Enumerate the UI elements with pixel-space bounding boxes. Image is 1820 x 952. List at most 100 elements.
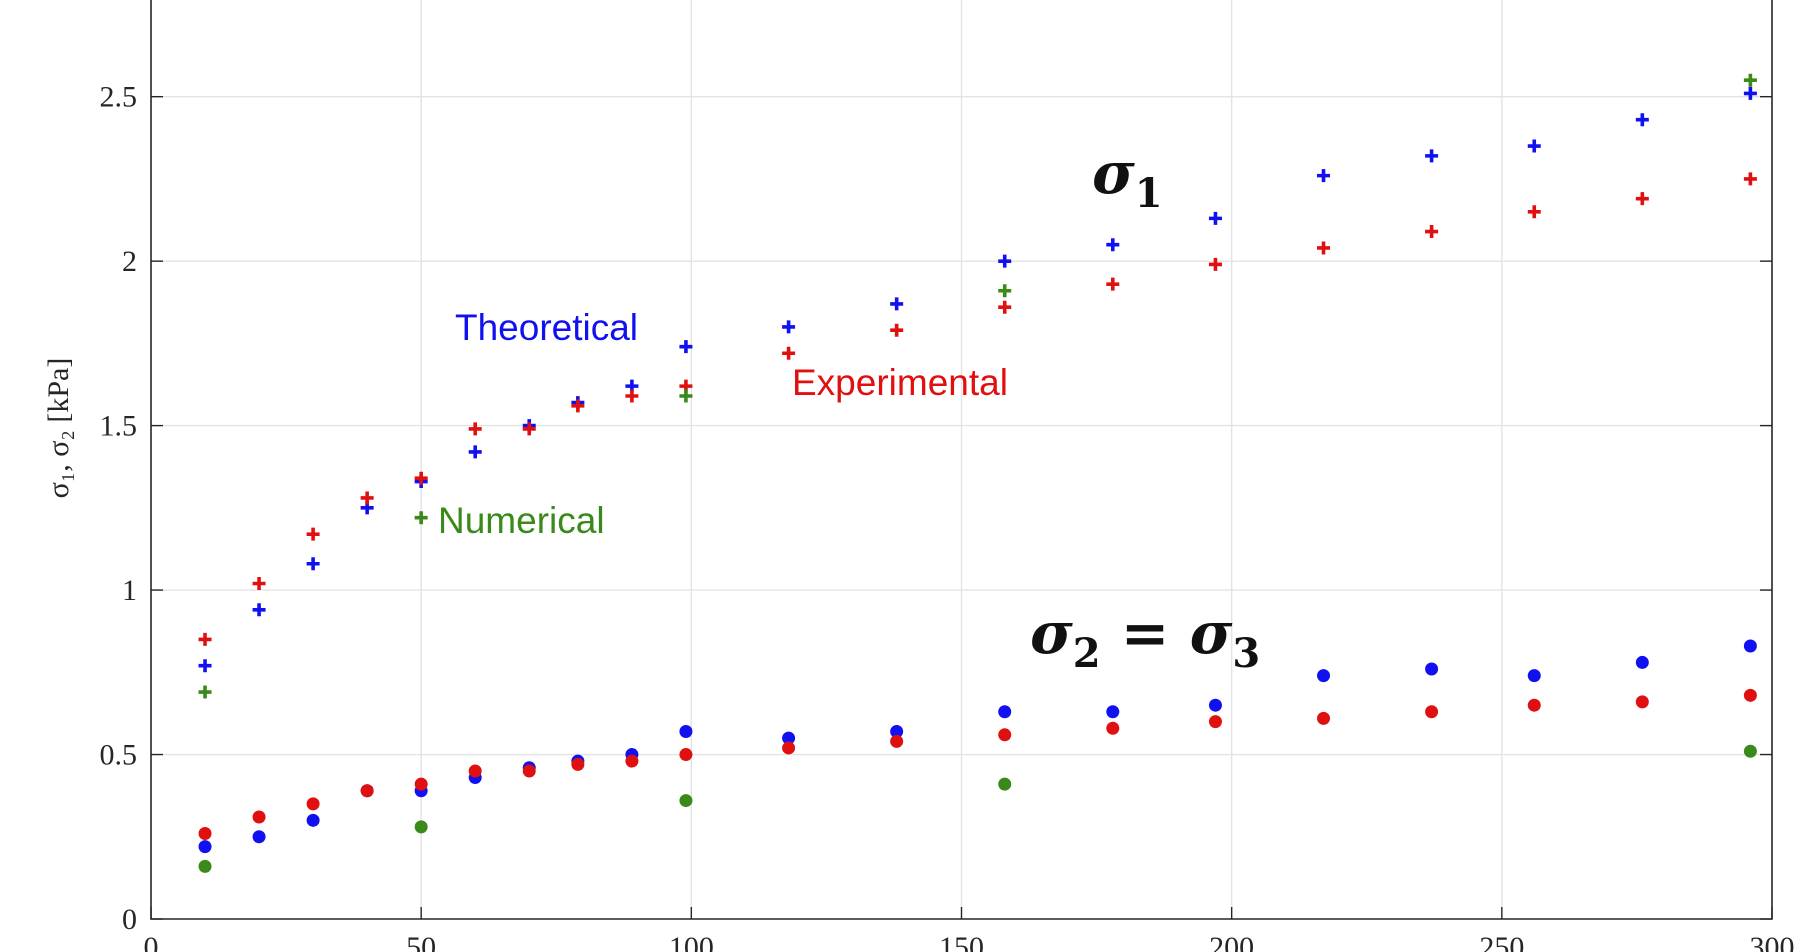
data-point xyxy=(1425,225,1439,239)
y-tick-label: 1 xyxy=(122,574,137,607)
data-point xyxy=(1743,86,1757,100)
numerical-label: Numerical xyxy=(438,500,605,541)
data-point xyxy=(782,741,796,755)
data-point xyxy=(1743,688,1757,702)
series-group xyxy=(198,172,1757,646)
data-point xyxy=(414,777,428,791)
data-point xyxy=(1635,695,1649,709)
data-point xyxy=(679,340,693,354)
data-point xyxy=(1743,744,1757,758)
data-point xyxy=(998,705,1012,719)
data-point xyxy=(1743,73,1757,87)
data-point xyxy=(306,813,320,827)
data-point xyxy=(679,725,693,739)
series-group xyxy=(198,639,1757,854)
data-point xyxy=(198,659,212,673)
data-points xyxy=(198,73,1757,873)
data-point xyxy=(252,830,266,844)
y-tick-label: 2.5 xyxy=(100,81,138,114)
data-point xyxy=(468,422,482,436)
sigma3-symbol: σ xyxy=(1190,599,1233,667)
data-point xyxy=(1106,277,1120,291)
data-point xyxy=(1743,172,1757,186)
data-point xyxy=(1208,715,1222,729)
data-point xyxy=(468,445,482,459)
data-point xyxy=(306,797,320,811)
data-point xyxy=(782,320,796,334)
x-tick-label: 250 xyxy=(1479,931,1524,952)
data-point xyxy=(414,511,428,525)
series-group xyxy=(198,86,1757,673)
data-point xyxy=(1317,169,1331,183)
data-point xyxy=(890,323,904,337)
sigma2-symbol: σ xyxy=(1030,599,1073,667)
data-point xyxy=(1208,257,1222,271)
data-point xyxy=(1106,721,1120,735)
data-point xyxy=(1208,698,1222,712)
data-point xyxy=(679,794,693,808)
x-tick-label: 200 xyxy=(1209,931,1254,952)
data-point xyxy=(1208,211,1222,225)
data-point xyxy=(1527,205,1541,219)
data-point xyxy=(1317,711,1331,725)
data-point xyxy=(625,754,639,768)
experimental-label: Experimental xyxy=(792,362,1008,403)
data-point xyxy=(782,346,796,360)
data-point xyxy=(890,734,904,748)
data-point xyxy=(1106,238,1120,252)
data-point xyxy=(252,603,266,617)
data-point xyxy=(1527,139,1541,153)
axes-box xyxy=(150,0,1773,920)
data-point xyxy=(998,728,1012,742)
data-point xyxy=(198,632,212,646)
data-point xyxy=(998,777,1012,791)
y-tick-label: 0 xyxy=(122,903,137,936)
series-group xyxy=(198,688,1757,840)
data-point xyxy=(571,757,585,771)
sigma1-symbol: σ xyxy=(1092,139,1135,207)
data-point xyxy=(1425,705,1439,719)
data-point xyxy=(252,810,266,824)
data-point xyxy=(782,731,796,745)
data-point xyxy=(998,254,1012,268)
sigma2-subscript: 2 xyxy=(1073,630,1101,677)
data-point xyxy=(679,389,693,403)
sigma1-annotation: σ1 xyxy=(1092,139,1163,217)
data-point xyxy=(625,389,639,403)
y-axis-label: σ₁, σ₂ [kPa] xyxy=(42,358,75,499)
data-point xyxy=(360,491,374,505)
data-point xyxy=(1743,639,1757,653)
data-point xyxy=(1527,698,1541,712)
data-point xyxy=(1635,192,1649,206)
data-point xyxy=(198,859,212,873)
x-tick-label: 300 xyxy=(1750,931,1795,952)
data-point xyxy=(1425,149,1439,163)
theoretical-label: Theoretical xyxy=(455,307,638,348)
data-point xyxy=(1425,662,1439,676)
data-point xyxy=(998,284,1012,298)
sigma23-annotation: σ2 = σ3 xyxy=(1030,599,1260,677)
data-point xyxy=(414,820,428,834)
data-point xyxy=(522,764,536,778)
data-point xyxy=(890,725,904,739)
data-point xyxy=(468,764,482,778)
data-point xyxy=(252,576,266,590)
data-point xyxy=(1635,113,1649,127)
y-tick-label: 1.5 xyxy=(100,410,138,443)
data-point xyxy=(1317,241,1331,255)
data-point xyxy=(522,422,536,436)
series-group xyxy=(198,744,1757,873)
y-tick-label: 0.5 xyxy=(100,739,138,772)
series-group xyxy=(198,73,1757,699)
data-point xyxy=(198,826,212,840)
x-tick-label: 100 xyxy=(669,931,714,952)
x-tick-label: 0 xyxy=(144,931,159,952)
data-point xyxy=(414,471,428,485)
data-point xyxy=(198,840,212,854)
sigma3-subscript: 3 xyxy=(1232,630,1260,677)
data-point xyxy=(1106,705,1120,719)
data-point xyxy=(998,300,1012,314)
sigma1-subscript: 1 xyxy=(1135,170,1163,217)
